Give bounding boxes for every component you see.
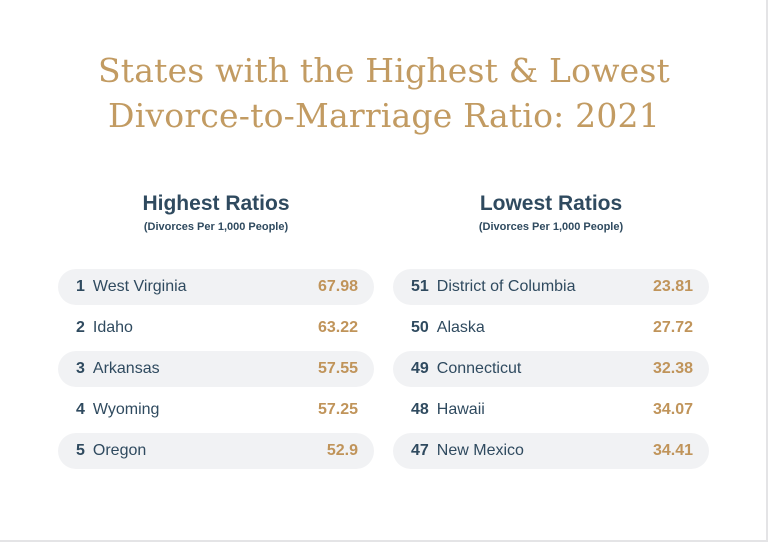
state-name: Idaho <box>92 319 133 336</box>
title-line-2: Divorce-to-Marriage Ratio: 2021 <box>108 96 660 135</box>
ratio-value: 57.55 <box>317 360 358 377</box>
state-name: Arkansas <box>92 360 160 377</box>
title-line-1: States with the Highest & Lowest <box>97 51 671 90</box>
table-subheading: (Divorces Per 1,000 People) <box>143 221 289 233</box>
rank-label: 5 <box>76 442 85 459</box>
highest-ratios-table: Highest Ratios (Divorces Per 1,000 Peopl… <box>58 190 374 469</box>
state-name: Oregon <box>92 442 147 459</box>
ratio-value: 57.25 <box>317 401 358 418</box>
rank-label: 48 <box>411 401 429 418</box>
rank-label: 2 <box>76 319 85 336</box>
table-row: 48 Hawaii 34.07 <box>393 392 709 428</box>
table-row: 5 Oregon 52.9 <box>58 433 374 469</box>
table-heading: Highest Ratios <box>142 192 290 215</box>
table-subheading: (Divorces Per 1,000 People) <box>478 221 624 233</box>
table-row: 1 West Virginia 67.98 <box>58 269 374 305</box>
state-name: Connecticut <box>436 360 522 377</box>
table-row: 4 Wyoming 57.25 <box>58 392 374 428</box>
lowest-ratios-table: Lowest Ratios (Divorces Per 1,000 People… <box>393 190 709 469</box>
rank-label: 49 <box>411 360 429 377</box>
table-heading: Lowest Ratios <box>479 192 623 215</box>
rank-label: 4 <box>76 401 85 418</box>
rank-label: 47 <box>411 442 429 459</box>
ratio-value: 34.41 <box>652 442 693 459</box>
state-name: Alaska <box>436 319 485 336</box>
ratio-value: 67.98 <box>317 278 358 295</box>
state-name: District of Columbia <box>436 278 576 295</box>
table-row: 51 District of Columbia 23.81 <box>393 269 709 305</box>
table-row: 47 New Mexico 34.41 <box>393 433 709 469</box>
ratio-value: 27.72 <box>652 319 693 336</box>
chart-title: States with the Highest & Lowest Divorce… <box>0 48 766 138</box>
rank-label: 3 <box>76 360 85 377</box>
ratio-value: 63.22 <box>317 319 358 336</box>
table-row: 3 Arkansas 57.55 <box>58 351 374 387</box>
state-name: New Mexico <box>436 442 524 459</box>
ratio-value: 23.81 <box>652 278 693 295</box>
table-row: 49 Connecticut 32.38 <box>393 351 709 387</box>
table-row: 50 Alaska 27.72 <box>393 310 709 346</box>
rank-label: 1 <box>76 278 85 295</box>
rank-label: 50 <box>411 319 429 336</box>
rank-label: 51 <box>411 278 429 295</box>
table-row: 2 Idaho 63.22 <box>58 310 374 346</box>
table-rows: 1 West Virginia 67.98 2 Idaho 63.22 3 Arkansas 5… <box>58 269 374 474</box>
ratio-value: 32.38 <box>652 360 693 377</box>
state-name: Wyoming <box>92 401 160 418</box>
table-rows: 51 District of Columbia 23.81 50 Alaska 27.72… <box>393 269 709 474</box>
state-name: Hawaii <box>436 401 485 418</box>
state-name: West Virginia <box>92 278 187 295</box>
ratio-value: 34.07 <box>652 401 693 418</box>
ratio-value: 52.9 <box>326 442 358 459</box>
